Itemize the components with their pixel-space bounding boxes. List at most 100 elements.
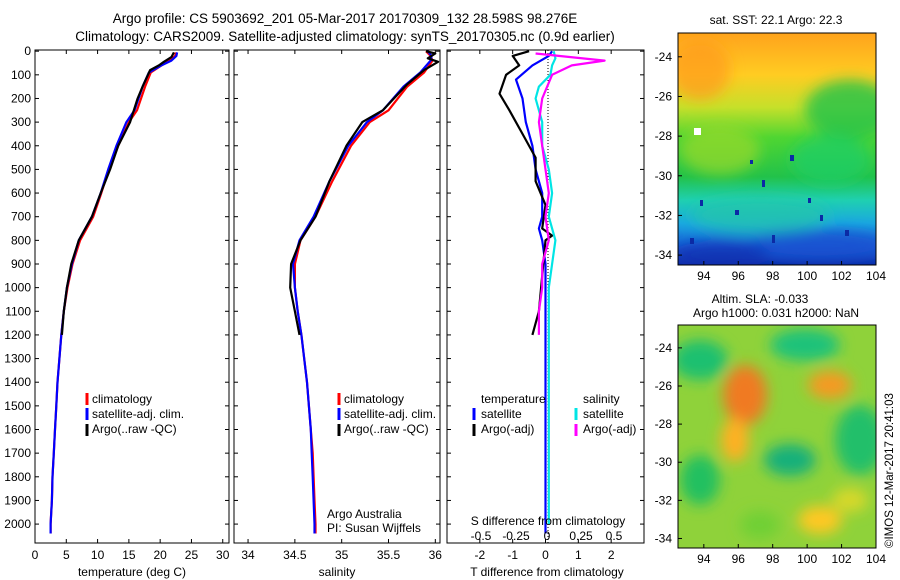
map-y-tick-label: -32 <box>655 208 673 222</box>
x-tick-label: 34 <box>241 548 255 562</box>
salinity-xlabel: salinity <box>319 565 356 579</box>
map-x-tick-label: 98 <box>766 269 780 283</box>
salinity-plot-frame <box>233 49 441 544</box>
x-tick-label: 2 <box>608 548 615 562</box>
sla-map-title-line1: Altim. SLA: -0.033 <box>712 292 809 306</box>
y-tick-label: 1600 <box>4 423 31 437</box>
y-tick-label: 1800 <box>4 470 31 484</box>
series-line-climatology <box>293 50 434 534</box>
map-y-tick-label: -28 <box>655 129 673 143</box>
map-x-tick-label: 104 <box>866 269 886 283</box>
map-y-tick-label: -26 <box>655 89 673 103</box>
map-y-tick-label: -34 <box>655 531 673 545</box>
x-tick-label: 0 <box>542 548 549 562</box>
map-y-tick-label: -24 <box>655 50 673 64</box>
map-y-tick-label: -30 <box>655 455 673 469</box>
x-tick-label: 36 <box>429 548 443 562</box>
difference-legend: temperature salinity satellite Argo(-adj… <box>472 392 636 436</box>
y-tick-label: 1300 <box>4 352 31 366</box>
x-tick-label: 10 <box>91 548 105 562</box>
difference-xlabel: T difference from climatology <box>470 565 624 579</box>
y-tick-label: 100 <box>11 68 31 82</box>
series-line-satellite-adj-clim- <box>49 52 179 534</box>
legend-label-satellite: satellite-adj. clim. <box>344 407 436 421</box>
legend-label-climatology: climatology <box>92 392 152 406</box>
series-line-argo-raw-qc- <box>289 50 440 336</box>
top-tick-label: 0 <box>544 529 551 543</box>
salinity-axis-ticks: 34 34.5 35 35.5 36 <box>234 50 442 562</box>
y-tick-label: 1100 <box>5 304 31 318</box>
x-tick-label: 25 <box>185 548 199 562</box>
map-x-tick-label: 94 <box>697 269 711 283</box>
sst-map-frame <box>677 32 877 266</box>
map-y-tick-label: -26 <box>655 379 673 393</box>
copyright-timestamp: ©IMOS 12-Mar-2017 20:41:03 <box>884 393 896 548</box>
sst-heatmap <box>678 33 876 265</box>
map-x-tick-label: 96 <box>732 269 746 283</box>
y-tick-label: 400 <box>11 139 31 153</box>
salinity-annotation-line1: Argo Australia <box>327 507 402 521</box>
y-tick-label: 900 <box>11 257 31 271</box>
series-line-salinity-argo-adj- <box>535 52 606 335</box>
x-tick-label: 1 <box>575 548 582 562</box>
x-tick-label: 35 <box>335 548 349 562</box>
figure-title-line1: Argo profile: CS 5903692_201 05-Mar-2017… <box>113 11 578 26</box>
series-line-argo-raw-qc- <box>60 51 175 335</box>
sla-heatmap <box>678 325 876 548</box>
x-tick-label: 34.5 <box>283 548 307 562</box>
top-tick-label: 0.5 <box>606 529 623 543</box>
y-tick-label: 1700 <box>4 446 31 460</box>
temperature-series <box>49 51 179 534</box>
y-tick-label: 200 <box>11 91 31 105</box>
salinity-panel: 34 34.5 35 35.5 36 salinity climatology sate… <box>233 49 442 579</box>
top-tick-label: -0.5 <box>471 529 492 543</box>
map-x-tick-label: 102 <box>832 269 852 283</box>
legend-label-climatology: climatology <box>344 392 404 406</box>
legend-title-temperature: temperature <box>481 392 546 406</box>
y-tick-label: 0 <box>24 44 31 58</box>
argo-location-marker <box>694 128 701 135</box>
difference-series <box>498 50 606 534</box>
y-tick-label: 600 <box>11 186 31 200</box>
x-tick-label: 30 <box>216 548 230 562</box>
x-tick-label: 35.5 <box>377 548 401 562</box>
figure-title-line2: Climatology: CARS2009. Satellite-adjuste… <box>75 29 615 44</box>
sla-map-title-line2: Argo h1000: 0.031 h2000: NaN <box>693 306 859 320</box>
legend-title-salinity: salinity <box>583 392 620 406</box>
map-y-tick-label: -28 <box>655 417 673 431</box>
map-x-tick-label: 104 <box>866 552 886 566</box>
x-tick-label: 0 <box>32 548 39 562</box>
top-tick-label: -0.25 <box>502 529 530 543</box>
y-tick-label: 700 <box>11 210 31 224</box>
map-y-tick-label: -24 <box>655 341 673 355</box>
sla-map-frame <box>677 324 877 549</box>
salinity-annotation-line2: PI: Susan Wijffels <box>327 521 421 535</box>
salinity-legend: climatology satellite-adj. clim. Argo(..… <box>337 392 436 436</box>
sla-map-axis-ticks: 94 96 98 100 102 104 -24 -26 -28 -30 -32 -34 <box>655 341 887 566</box>
legend-label-argo: Argo(..raw -QC) <box>344 422 429 436</box>
map-x-tick-label: 100 <box>797 269 817 283</box>
y-tick-label: 1500 <box>4 399 31 413</box>
legend-label-argo: Argo(..raw -QC) <box>92 422 177 436</box>
y-tick-label: 1900 <box>4 493 31 507</box>
y-tick-label: 300 <box>11 115 31 129</box>
difference-top-label: S difference from climatology <box>471 514 626 528</box>
salinity-series <box>289 50 440 534</box>
legend-label-temp-argo: Argo(-adj) <box>481 422 534 436</box>
series-line-salinity-satellite <box>534 50 557 525</box>
x-tick-label: -1 <box>507 548 518 562</box>
sst-map-axis-ticks: 94 96 98 100 102 104 -24 -26 -28 -30 -32 -34 <box>655 50 887 283</box>
y-tick-label: 800 <box>11 233 31 247</box>
map-y-tick-label: -32 <box>655 493 673 507</box>
temperature-xlabel: temperature (deg C) <box>78 565 186 579</box>
legend-label-satellite: satellite-adj. clim. <box>92 407 184 421</box>
y-tick-label: 500 <box>11 162 31 176</box>
map-x-tick-label: 96 <box>732 552 746 566</box>
map-x-tick-label: 100 <box>797 552 817 566</box>
series-line-climatology <box>49 52 177 534</box>
y-tick-label: 1200 <box>4 328 31 342</box>
sla-map-panel: Altim. SLA: -0.033 Argo h1000: 0.031 h20… <box>655 292 887 566</box>
series-line-temperature-satellite <box>514 50 554 534</box>
legend-label-sal-argo: Argo(-adj) <box>583 422 636 436</box>
